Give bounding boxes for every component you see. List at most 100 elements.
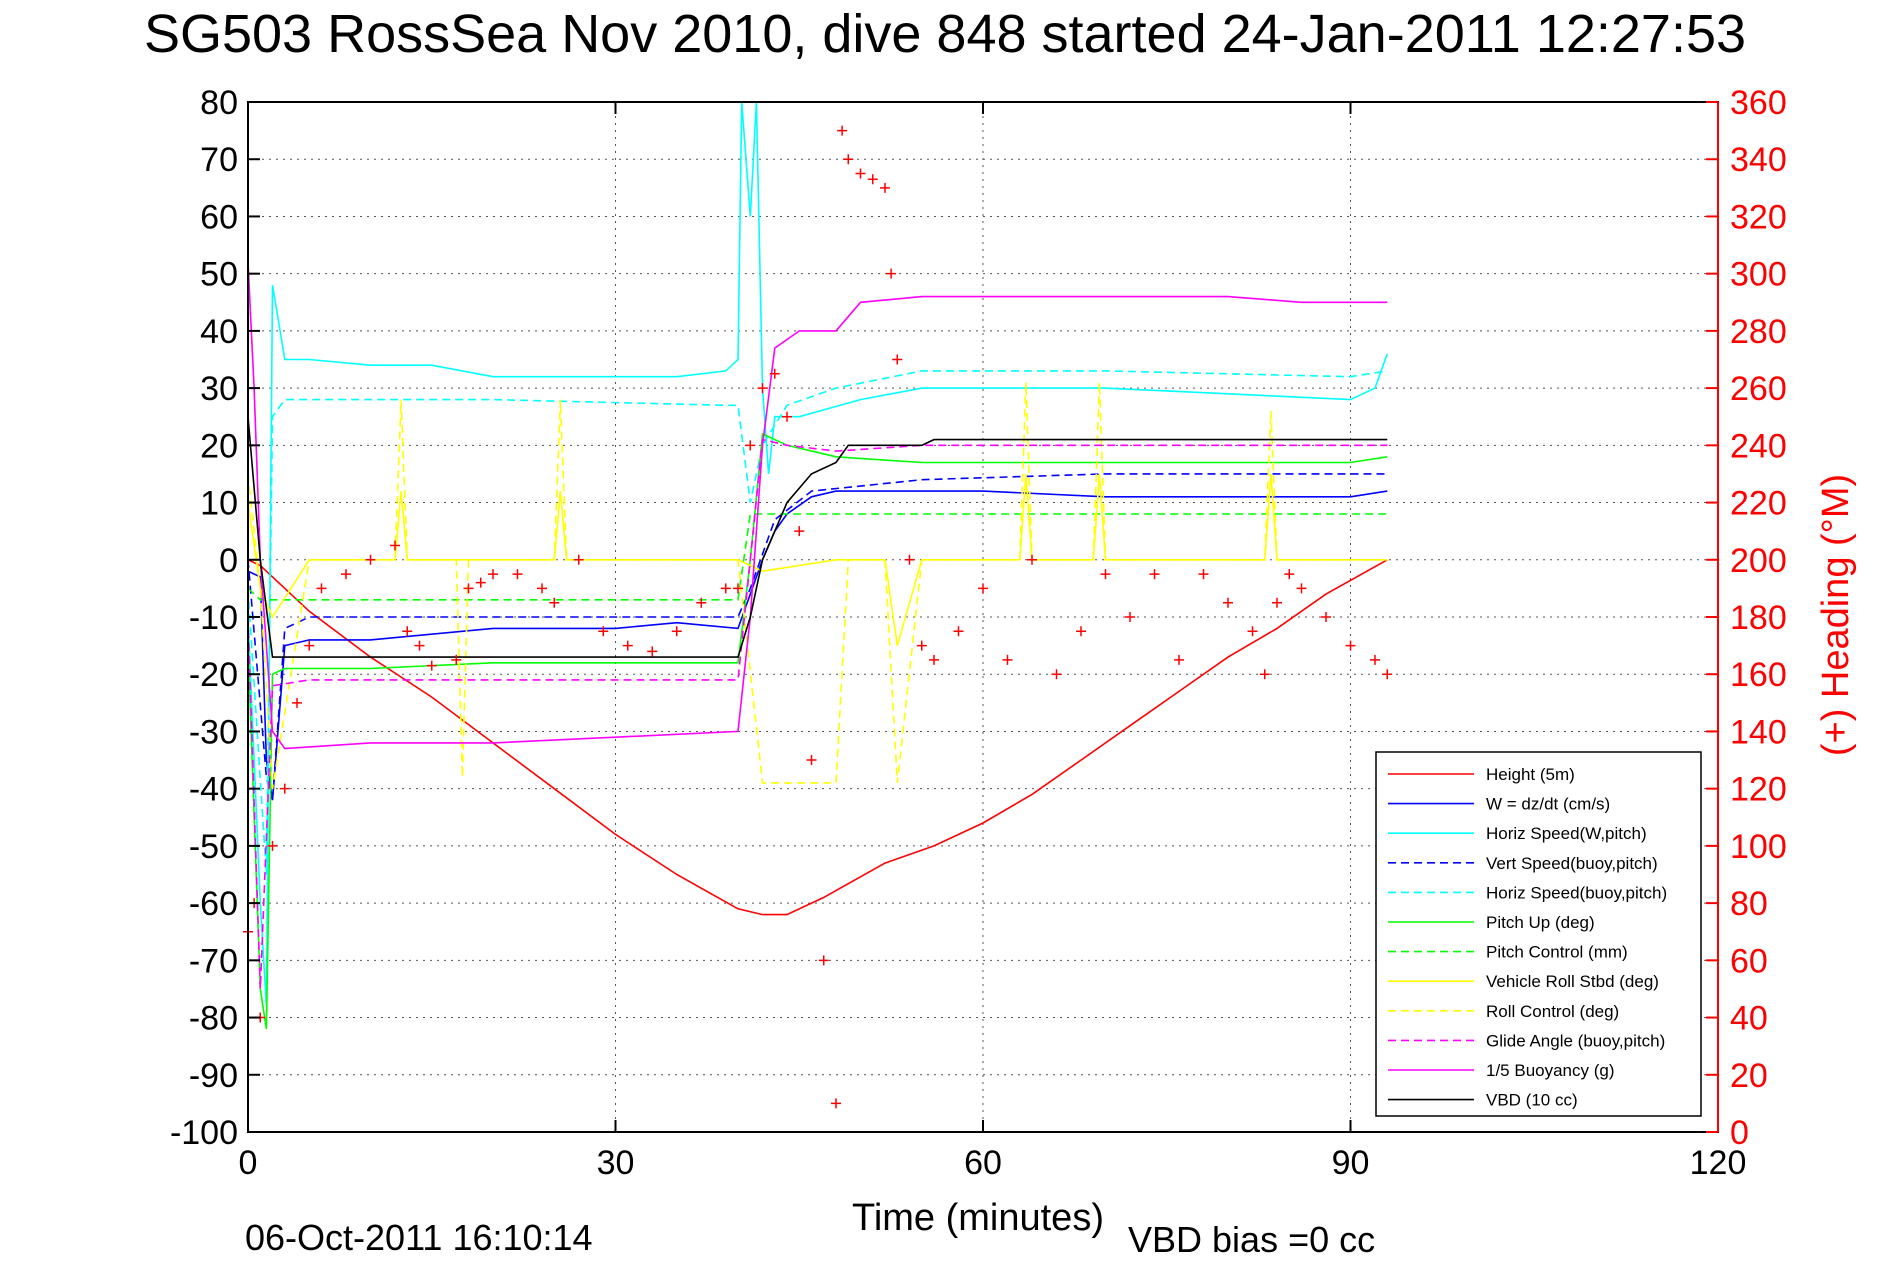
heading-point [341, 569, 351, 580]
y-tick-label: 10 [200, 485, 238, 523]
right-tick-label: 340 [1730, 141, 1787, 179]
right-tick-label: 360 [1730, 84, 1787, 122]
heading-point [1002, 654, 1013, 665]
series-roll-control-deg [247, 382, 1388, 789]
y-tick-label: 80 [200, 84, 238, 122]
heading-point [279, 783, 290, 794]
heading-point [1149, 569, 1160, 580]
right-tick-label: 40 [1730, 1000, 1768, 1038]
y-tick-label: -30 [189, 713, 238, 751]
heading-point [426, 660, 437, 671]
legend-box [1375, 751, 1702, 1117]
y-tick-label: -60 [189, 885, 238, 923]
heading-point [806, 755, 817, 766]
legend: Height (5m) W = dz/dt (cm/s) Horiz Speed(W… [1375, 751, 1702, 1117]
heading-point [855, 168, 866, 179]
legend-label: Horiz Speed(W,pitch) [1486, 824, 1647, 843]
heading-point [1272, 597, 1282, 608]
y-tick-label: 70 [200, 141, 238, 179]
heading-point [953, 626, 964, 637]
series-vbd-10-cc [247, 416, 1388, 658]
x-tick-label: 30 [597, 1144, 635, 1182]
right-tick-label: 280 [1730, 313, 1787, 351]
series-1-5-buoyancy-g [247, 262, 1388, 750]
right-tick-label: 320 [1730, 198, 1787, 236]
y-tick-label: -10 [189, 599, 238, 637]
heading-point [267, 840, 278, 851]
footer-vbd-bias: VBD bias =0 cc [1128, 1219, 1375, 1260]
legend-label: Vehicle Roll Stbd (deg) [1486, 972, 1659, 991]
y-tick-label: -70 [189, 942, 238, 980]
heading-point [1100, 569, 1111, 580]
y-tick-label: -90 [189, 1057, 238, 1095]
heading-point [757, 383, 768, 394]
y-tick-label: 50 [200, 256, 238, 294]
right-tick-label: 240 [1730, 427, 1787, 465]
y-tick-label: 30 [200, 370, 238, 408]
y-tick-label: 20 [200, 427, 238, 465]
legend-label: Glide Angle (buoy,pitch) [1486, 1031, 1665, 1050]
right-tick-label: 260 [1730, 370, 1787, 408]
y-tick-label: -100 [170, 1114, 238, 1152]
series-pitch-control-mm [247, 513, 1388, 601]
heading-point [733, 583, 743, 594]
heading-point [512, 569, 523, 580]
series-horiz-speed-w-pitch [247, 101, 1389, 1007]
legend-label: Vert Speed(buoy,pitch) [1486, 854, 1658, 873]
heading-point [598, 626, 609, 637]
heading-point [1296, 583, 1307, 594]
heading-point [451, 654, 462, 665]
heading-point [316, 583, 327, 594]
x-tick-label: 90 [1332, 1144, 1370, 1182]
y-tick-label: -20 [189, 656, 238, 694]
right-tick-label: 140 [1730, 713, 1787, 751]
right-tick-label: 220 [1730, 485, 1787, 523]
heading-point [818, 955, 829, 966]
heading-point [622, 640, 633, 651]
heading-point [1259, 669, 1270, 680]
heading-point [720, 583, 731, 594]
heading-point [867, 174, 878, 185]
footer-date: 06-Oct-2011 16:10:14 [245, 1217, 593, 1258]
legend-label: Horiz Speed(buoy,pitch) [1486, 883, 1667, 902]
heading-point [880, 182, 890, 193]
heading-point [837, 125, 848, 136]
heading-point [1198, 569, 1209, 580]
right-tick-label: 300 [1730, 256, 1787, 294]
heading-point [929, 654, 939, 665]
heading-point [1247, 626, 1258, 637]
heading-point [402, 626, 413, 637]
heading-point [549, 597, 560, 608]
heading-point [292, 697, 302, 708]
heading-point [978, 583, 988, 594]
right-tick-label: 80 [1730, 885, 1768, 923]
heading-point [1382, 669, 1393, 680]
right-tick-label: 180 [1730, 599, 1787, 637]
chart-title: SG503 RossSea Nov 2010, dive 848 started… [144, 4, 1746, 64]
series-pitch-up-deg [247, 432, 1388, 1030]
heading-point [843, 154, 854, 165]
heading-point [304, 640, 315, 651]
heading-point [573, 554, 584, 565]
heading-point [794, 526, 805, 537]
series-glide-angle-buoy-pitch [247, 438, 1388, 989]
legend-label: Pitch Up (deg) [1486, 913, 1595, 932]
heading-point [1345, 640, 1356, 651]
heading-point [745, 440, 756, 451]
legend-label: 1/5 Buoyancy (g) [1486, 1061, 1615, 1080]
right-tick-label: 60 [1730, 942, 1768, 980]
legend-label: Height (5m) [1486, 765, 1575, 784]
series-vert-speed-buoy-pitch [247, 473, 1388, 801]
right-axis-label: (+) Heading (°M) [1815, 474, 1857, 756]
heading-point [904, 554, 915, 565]
y-tick-label: 0 [219, 542, 238, 580]
right-tick-label: 20 [1730, 1057, 1768, 1095]
heading-point [892, 354, 903, 365]
heading-point [1125, 612, 1135, 622]
right-tick-label: 0 [1730, 1114, 1749, 1152]
legend-label: VBD (10 cc) [1486, 1091, 1578, 1110]
legend-label: Roll Control (deg) [1486, 1002, 1619, 1021]
series-vehicle-roll-stbd-deg [247, 473, 1388, 646]
axes: 0 30 60 90 12080706050403020100-10-20-30-40-… [170, 84, 1787, 1182]
